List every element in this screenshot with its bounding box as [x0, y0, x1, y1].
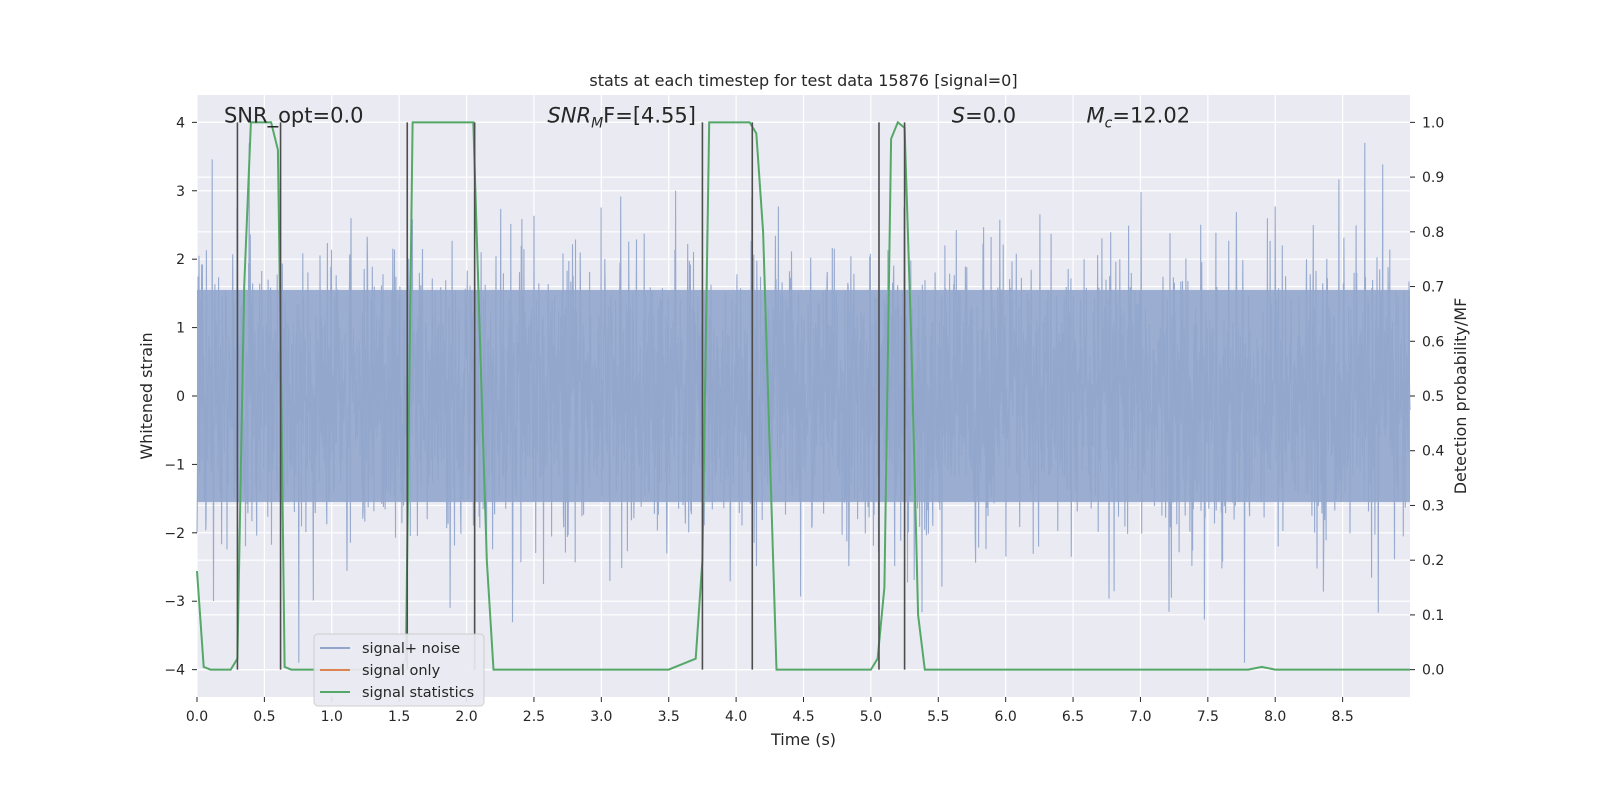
- y2-tick-label: 0.9: [1422, 170, 1444, 186]
- annotation-text: S=0.0: [952, 104, 1016, 128]
- y2-tick-label: 0.5: [1422, 389, 1444, 405]
- y2-tick-label: 0.8: [1422, 225, 1444, 241]
- legend-label: signal statistics: [362, 685, 474, 701]
- y-axis-ticks: −4 −3 −2 −1 0 1 2 3 4: [164, 115, 197, 679]
- y-tick-label: −2: [164, 526, 185, 542]
- x-tick-label: 0.5: [253, 709, 275, 725]
- annotations: SNR_opt=0.0 SNRMF=[4.55] S=0.0 Mc=12.02: [224, 104, 1190, 132]
- legend: signal+ noise signal only signal statistic…: [313, 633, 485, 707]
- y-tick-label: 3: [176, 184, 185, 200]
- y2-axis-label: Detection probability/MF: [1451, 298, 1470, 495]
- x-tick-label: 5.5: [927, 709, 949, 725]
- legend-label: signal+ noise: [362, 641, 460, 657]
- annotation-text: SNR_opt=0.0: [224, 104, 364, 129]
- y2-tick-label: 0.1: [1422, 608, 1444, 624]
- vertical-marker-lines: [236, 122, 906, 670]
- y2-tick-label: 1.0: [1422, 115, 1444, 131]
- x-tick-label: 6.0: [995, 709, 1017, 725]
- annotation-text: SNRMF=[4.55]: [547, 104, 696, 132]
- x-tick-label: 3.5: [658, 709, 680, 725]
- legend-box: [313, 633, 485, 707]
- y2-tick-label: 0.7: [1422, 280, 1444, 296]
- y2-axis-ticks: 0.0 0.1 0.2 0.3 0.4 0.5 0.6 0.7 0.8 0.9 1.0: [1410, 115, 1444, 679]
- x-tick-label: 1.5: [388, 709, 410, 725]
- y-tick-label: 2: [176, 252, 185, 268]
- x-tick-label: 3.0: [590, 709, 612, 725]
- y2-tick-label: 0.6: [1422, 334, 1444, 350]
- x-tick-label: 8.5: [1331, 709, 1353, 725]
- y-tick-label: 0: [176, 389, 185, 405]
- x-tick-label: 4.5: [792, 709, 814, 725]
- y2-tick-label: 0.3: [1422, 498, 1444, 514]
- annotation-text: Mc=12.02: [1087, 104, 1191, 132]
- y-tick-label: 4: [176, 115, 185, 131]
- x-tick-label: 7.5: [1197, 709, 1219, 725]
- y-tick-label: 1: [176, 321, 185, 337]
- y2-tick-label: 0.0: [1422, 663, 1444, 679]
- x-axis-ticks: 0.0 0.5 1.0 1.5 2.0 2.5 3.0 3.5 4.0 4.5 5.0 5.5 6.0 6…: [186, 697, 1354, 725]
- y-axis-label: Whitened strain: [137, 332, 156, 459]
- y2-tick-label: 0.2: [1422, 553, 1444, 569]
- y-tick-label: −4: [164, 663, 185, 679]
- x-tick-label: 5.0: [860, 709, 882, 725]
- noise-dense-band: [197, 289, 1410, 503]
- x-tick-label: 1.0: [321, 709, 343, 725]
- x-tick-label: 2.5: [523, 709, 545, 725]
- series-signal-statistics: [196, 120, 1410, 671]
- x-axis-label: Time (s): [770, 730, 836, 749]
- x-tick-label: 8.0: [1264, 709, 1286, 725]
- chart-title: stats at each timestep for test data 158…: [589, 71, 1017, 90]
- y2-tick-label: 0.4: [1422, 444, 1444, 460]
- x-tick-label: 2.0: [455, 709, 477, 725]
- x-tick-label: 4.0: [725, 709, 747, 725]
- x-tick-label: 0.0: [186, 709, 208, 725]
- y-tick-label: −1: [164, 457, 185, 473]
- x-tick-label: 7.0: [1129, 709, 1151, 725]
- signal-statistics-line: [196, 120, 1410, 671]
- y-tick-label: −3: [164, 594, 185, 610]
- legend-label: signal only: [362, 663, 441, 679]
- x-tick-label: 6.5: [1062, 709, 1084, 725]
- series-signal-noise: [196, 142, 1411, 663]
